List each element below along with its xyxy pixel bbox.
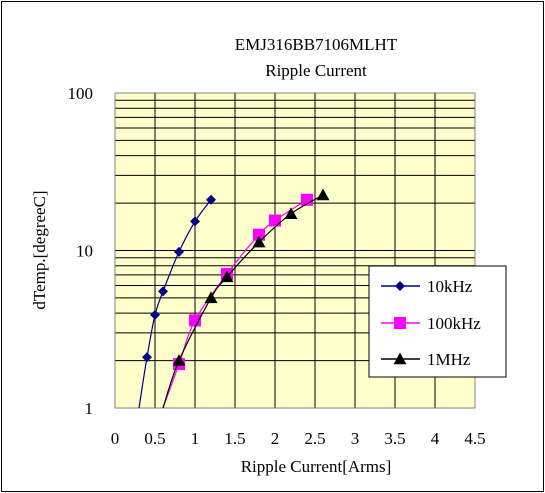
legend-entry: 1MHz <box>381 350 471 369</box>
x-tick-label: 2.5 <box>304 429 325 448</box>
y-tick-label: 1 <box>85 399 94 418</box>
legend: 10kHz 100kHz 1MHz <box>368 265 507 378</box>
x-tick-label: 3.5 <box>384 429 405 448</box>
legend-marker <box>395 281 405 291</box>
legend-entry: 10kHz <box>381 277 473 296</box>
y-tick-labels: 1 10 100 <box>68 84 94 418</box>
legend-entry: 100kHz <box>381 314 481 333</box>
legend-label: 100kHz <box>427 314 481 333</box>
x-tick-label: 4 <box>431 429 440 448</box>
data-point <box>220 270 234 283</box>
data-point <box>252 235 266 248</box>
data-point <box>150 309 160 320</box>
data-point <box>269 214 281 227</box>
series-10kHz <box>138 194 216 409</box>
data-point <box>172 354 186 366</box>
data-point <box>174 246 184 257</box>
data-point <box>316 188 330 201</box>
x-tick-label: 1.5 <box>224 429 245 448</box>
data-point <box>206 194 216 205</box>
chart-subtitle: Ripple Current <box>265 61 367 80</box>
y-tick-label: 10 <box>76 242 93 261</box>
data-point <box>284 207 298 220</box>
x-tick-label: 3 <box>351 429 360 448</box>
x-tick-label: 1 <box>191 429 200 448</box>
data-point <box>158 286 168 297</box>
legend-marker <box>394 317 406 329</box>
data-point <box>204 291 218 304</box>
data-point <box>253 228 265 241</box>
series-1MHz <box>162 188 330 409</box>
data-point <box>189 314 201 327</box>
x-axis-label: Ripple Current[Arms] <box>241 457 392 476</box>
data-point <box>190 216 200 227</box>
legend-marker <box>393 352 407 365</box>
x-tick-label: 4.5 <box>464 429 485 448</box>
x-tick-label: 2 <box>271 429 280 448</box>
legend-label: 1MHz <box>427 350 471 369</box>
chart-title: EMJ316BB7106MLHT <box>235 35 398 54</box>
y-axis-label: dTemp.[degreeC] <box>30 190 49 309</box>
y-tick-label: 100 <box>68 84 94 103</box>
series-layer <box>138 188 330 409</box>
x-tick-label: 0.5 <box>144 429 165 448</box>
x-tick-labels: 0 0.5 1 1.5 2 2.5 3 3.5 4 4.5 <box>111 429 486 448</box>
legend-label: 10kHz <box>427 277 473 296</box>
data-point <box>142 352 152 363</box>
plot-frame <box>114 92 476 409</box>
x-tick-label: 0 <box>111 429 120 448</box>
